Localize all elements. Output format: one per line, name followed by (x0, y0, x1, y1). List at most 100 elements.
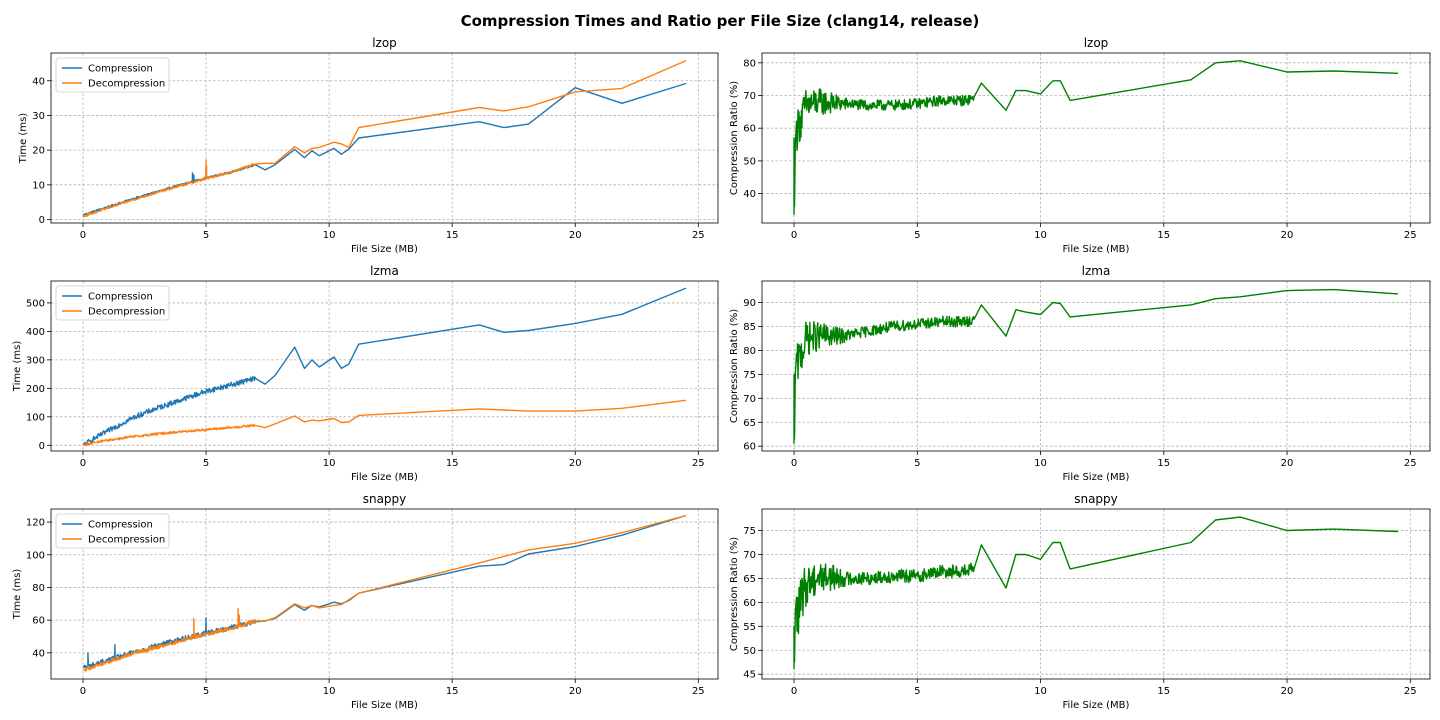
y-tick-label: 0 (39, 215, 45, 226)
y-tick-label: 0 (39, 441, 45, 452)
y-tick-label: 70 (743, 394, 756, 405)
x-tick-label: 25 (1404, 230, 1417, 241)
x-tick-label: 20 (1281, 230, 1294, 241)
legend-label: Compression (88, 64, 153, 75)
y-tick-label: 40 (32, 76, 45, 87)
y-tick-label: 60 (32, 616, 45, 627)
y-tick-label: 55 (743, 622, 756, 633)
x-tick-label: 10 (323, 686, 336, 697)
chart-panel-5: 0 5 10 15 20 25 40 60 80 100 120 snappy File Size (M… (12, 492, 719, 711)
x-tick-label: 10 (323, 230, 336, 241)
y-tick-label: 65 (743, 574, 756, 585)
x-tick-label: 0 (80, 230, 86, 241)
y-tick-label: 40 (743, 189, 756, 200)
chart-title: lzma (1082, 264, 1111, 278)
x-tick-label: 0 (791, 686, 797, 697)
x-tick-label: 0 (791, 458, 797, 469)
series-group (82, 287, 687, 447)
x-tick-label: 15 (446, 458, 459, 469)
y-tick-label: 60 (743, 598, 756, 609)
y-tick-label: 70 (743, 91, 756, 102)
y-tick-label: 90 (743, 298, 756, 309)
y-tick-label: 400 (26, 327, 45, 338)
x-tick-label: 10 (1034, 686, 1047, 697)
chart-title: lzma (370, 264, 399, 278)
chart-title: snappy (1074, 492, 1118, 506)
y-tick-label: 70 (743, 550, 756, 561)
series-line-decompression (82, 514, 687, 672)
figure-title: Compression Times and Ratio per File Siz… (461, 12, 980, 30)
y-tick-label: 75 (743, 370, 756, 381)
y-tick-label: 50 (743, 646, 756, 657)
x-tick-label: 0 (80, 686, 86, 697)
legend: Compression Decompression (55, 285, 170, 321)
x-tick-label: 5 (203, 458, 209, 469)
y-axis-label: Time (ms) (12, 569, 23, 621)
x-tick-label: 25 (1404, 458, 1417, 469)
series-group (793, 516, 1399, 670)
legend-label: Compression (88, 520, 153, 531)
legend-label: Compression (88, 292, 153, 303)
x-tick-label: 20 (569, 230, 582, 241)
y-axis-label: Compression Ratio (%) (729, 537, 740, 651)
series-line-compression (82, 287, 687, 446)
series-line-decompression (82, 399, 687, 447)
plot-frame (50, 508, 719, 680)
series-group (793, 60, 1399, 215)
legend-box (55, 57, 170, 93)
plot-frame (761, 52, 1431, 224)
legend-label: Decompression (88, 79, 165, 90)
x-tick-label: 10 (1034, 230, 1047, 241)
y-tick-label: 80 (743, 58, 756, 69)
y-axis-label: Compression Ratio (%) (729, 81, 740, 195)
chart-title: snappy (363, 492, 407, 506)
x-tick-label: 25 (692, 458, 705, 469)
legend-box (55, 285, 170, 321)
y-tick-label: 500 (26, 298, 45, 309)
x-tick-label: 5 (914, 230, 920, 241)
grid-lines (762, 53, 1430, 223)
x-tick-label: 5 (914, 686, 920, 697)
y-tick-label: 80 (743, 346, 756, 357)
x-axis-label: File Size (MB) (351, 244, 418, 255)
y-tick-label: 40 (32, 648, 45, 659)
x-tick-label: 15 (1157, 686, 1170, 697)
chart-panel-6: 0 5 10 15 20 25 45 50 55 60 65 70 75 snappy File Size … (729, 492, 1431, 711)
x-tick-label: 10 (323, 458, 336, 469)
x-axis-label: File Size (MB) (1063, 700, 1130, 711)
x-tick-label: 20 (1281, 686, 1294, 697)
grid-lines (51, 509, 718, 679)
y-tick-label: 60 (743, 442, 756, 453)
x-tick-label: 25 (692, 230, 705, 241)
y-tick-label: 100 (26, 412, 45, 423)
legend-box (55, 513, 170, 549)
chart-panel-1: 0 5 10 15 20 25 0 10 20 30 40 lzop File Size (MB) Tim… (18, 36, 719, 255)
axis-ticks: 0 5 10 15 20 25 45 50 55 60 65 70 75 (743, 526, 1416, 697)
x-tick-label: 15 (446, 230, 459, 241)
axis-ticks: 0 5 10 15 20 25 40 60 80 100 120 (26, 518, 705, 697)
legend-label: Decompression (88, 535, 165, 546)
x-tick-label: 15 (1157, 458, 1170, 469)
y-tick-label: 85 (743, 322, 756, 333)
chart-panel-3: 0 5 10 15 20 25 0 100 200 300 400 500 lzma File Size … (12, 264, 719, 483)
y-tick-label: 45 (743, 670, 756, 681)
x-tick-label: 0 (791, 230, 797, 241)
series-line-ratio (793, 288, 1399, 444)
x-axis-label: File Size (MB) (351, 472, 418, 483)
x-tick-label: 25 (692, 686, 705, 697)
chart-title: lzop (1084, 36, 1109, 50)
x-tick-label: 20 (1281, 458, 1294, 469)
y-axis-label: Time (ms) (12, 341, 23, 393)
y-tick-label: 120 (26, 518, 45, 529)
legend: Compression Decompression (55, 513, 170, 549)
x-tick-label: 5 (914, 458, 920, 469)
x-tick-label: 20 (569, 686, 582, 697)
chart-panel-2: 0 5 10 15 20 25 40 50 60 70 80 lzop File Size (MB) Co… (729, 36, 1431, 255)
y-tick-label: 100 (26, 550, 45, 561)
y-tick-label: 60 (743, 124, 756, 135)
series-group (82, 59, 687, 218)
axis-ticks: 0 5 10 15 20 25 60 65 70 75 80 85 90 (743, 298, 1416, 469)
chart-panels: 0 5 10 15 20 25 0 10 20 30 40 lzop File Size (MB) Tim… (12, 36, 1431, 711)
y-axis-label: Time (ms) (18, 113, 29, 165)
